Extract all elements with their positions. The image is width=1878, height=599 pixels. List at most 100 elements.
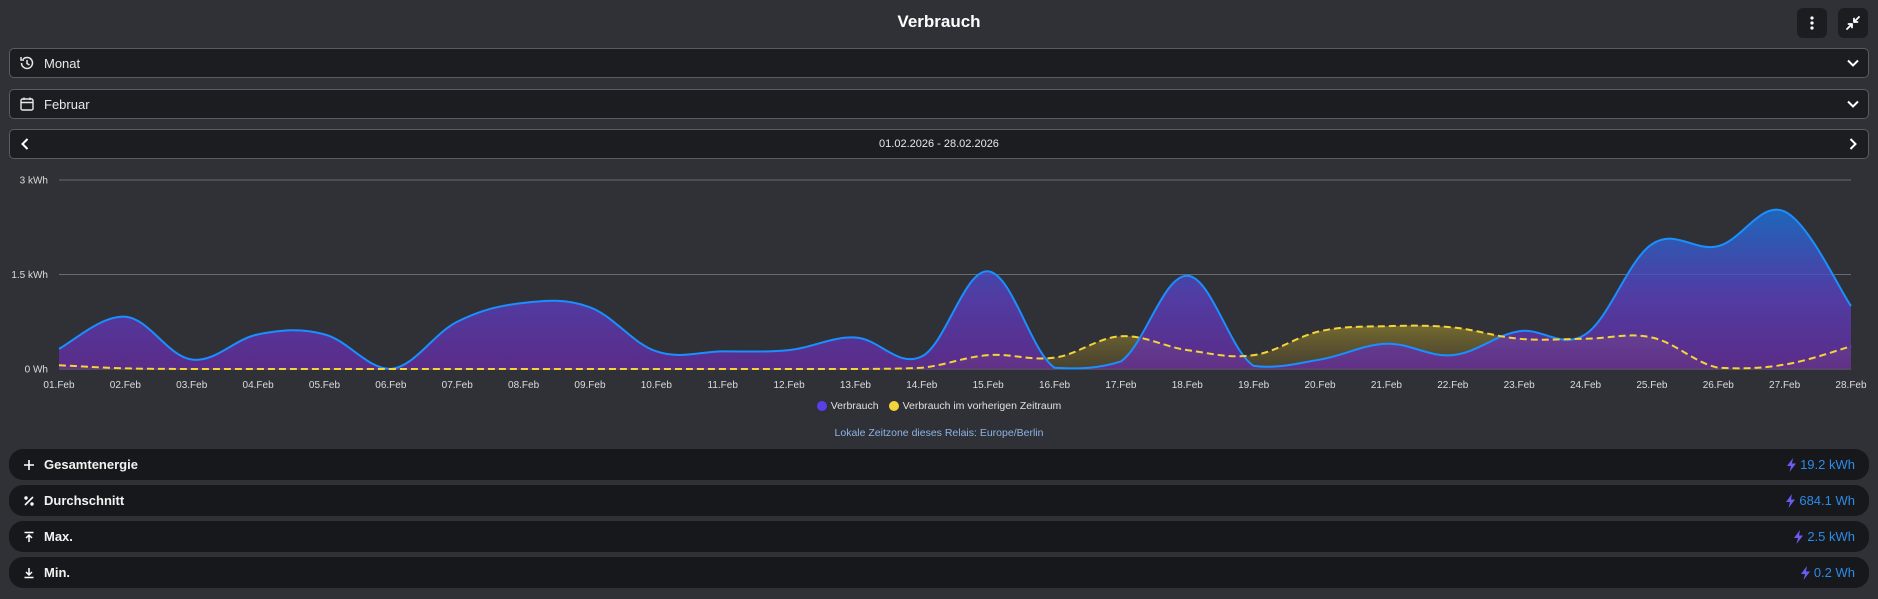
chevron-down-icon	[1847, 59, 1859, 67]
data-point-verbrauch[interactable]	[1715, 243, 1721, 249]
y-tick-label: 0 Wh	[25, 365, 48, 376]
data-point-verbrauch[interactable]	[122, 314, 128, 320]
data-point-verbrauch[interactable]	[1383, 341, 1389, 347]
next-period-button[interactable]	[1838, 137, 1868, 151]
stat-row-average[interactable]: Durchschnitt 684.1 Wh	[9, 485, 1869, 516]
data-point-previous[interactable]	[321, 366, 327, 372]
data-point-verbrauch[interactable]	[321, 331, 327, 337]
data-point-previous[interactable]	[189, 366, 195, 372]
data-point-previous[interactable]	[388, 366, 394, 372]
data-point-previous[interactable]	[1052, 355, 1058, 361]
data-point-previous[interactable]	[1118, 333, 1124, 339]
data-point-previous[interactable]	[852, 366, 858, 372]
data-point-previous[interactable]	[1516, 336, 1522, 342]
data-point-verbrauch[interactable]	[1052, 365, 1058, 371]
chevron-right-icon	[1849, 138, 1857, 150]
data-point-previous[interactable]	[255, 366, 261, 372]
data-point-verbrauch[interactable]	[454, 319, 460, 325]
data-point-verbrauch[interactable]	[1848, 303, 1854, 309]
data-point-verbrauch[interactable]	[720, 348, 726, 354]
data-point-previous[interactable]	[587, 366, 593, 372]
date-range-label: 01.02.2026 - 28.02.2026	[879, 138, 999, 150]
data-point-previous[interactable]	[985, 352, 991, 358]
stat-row-max[interactable]: Max. 2.5 kWh	[9, 521, 1869, 552]
x-tick-label: 01.Feb	[43, 380, 75, 391]
data-point-previous[interactable]	[1583, 336, 1589, 342]
calendar-icon	[20, 97, 34, 111]
x-tick-label: 13.Feb	[840, 380, 872, 391]
stat-row-min[interactable]: Min. 0.2 Wh	[9, 557, 1869, 588]
data-point-verbrauch[interactable]	[1782, 209, 1788, 215]
x-tick-label: 27.Feb	[1769, 380, 1801, 391]
previous-period-button[interactable]	[10, 137, 40, 151]
data-point-previous[interactable]	[521, 366, 527, 372]
data-point-previous[interactable]	[122, 365, 128, 371]
x-tick-label: 14.Feb	[906, 380, 938, 391]
series-line-previous	[58, 324, 1852, 371]
collapse-button[interactable]	[1838, 8, 1868, 38]
data-point-previous[interactable]	[454, 366, 460, 372]
x-tick-label: 26.Feb	[1703, 380, 1735, 391]
period-select-value: Monat	[44, 55, 81, 71]
data-point-verbrauch[interactable]	[587, 304, 593, 310]
data-point-previous[interactable]	[720, 366, 726, 372]
x-tick-label: 02.Feb	[110, 380, 142, 391]
lightning-icon	[1794, 529, 1804, 544]
month-select-value: Februar	[44, 96, 90, 112]
legend-item-verbrauch[interactable]: Verbrauch	[816, 400, 879, 412]
data-point-verbrauch[interactable]	[919, 353, 925, 359]
data-point-previous[interactable]	[1848, 343, 1854, 349]
data-point-previous[interactable]	[1715, 365, 1721, 371]
series-area-verbrauch	[59, 209, 1851, 369]
x-tick-label: 07.Feb	[442, 380, 474, 391]
month-select[interactable]: Februar	[9, 89, 1869, 119]
y-tick-label: 3 kWh	[20, 176, 48, 187]
data-point-verbrauch[interactable]	[255, 331, 261, 337]
data-point-previous[interactable]	[653, 366, 659, 372]
x-tick-label: 18.Feb	[1172, 380, 1204, 391]
data-point-previous[interactable]	[1782, 362, 1788, 368]
data-point-verbrauch[interactable]	[786, 347, 792, 353]
data-point-previous[interactable]	[919, 365, 925, 371]
data-point-previous[interactable]	[1184, 347, 1190, 353]
x-tick-label: 04.Feb	[243, 380, 275, 391]
data-point-previous[interactable]	[56, 362, 62, 368]
stat-row-total[interactable]: Gesamtenergie 19.2 kWh	[9, 449, 1869, 480]
x-tick-label: 09.Feb	[574, 380, 606, 391]
data-point-previous[interactable]	[1317, 328, 1323, 334]
data-point-verbrauch[interactable]	[1649, 241, 1655, 247]
x-tick-label: 06.Feb	[375, 380, 407, 391]
data-point-verbrauch[interactable]	[1118, 358, 1124, 364]
period-select[interactable]: Monat	[9, 48, 1869, 78]
data-point-verbrauch[interactable]	[189, 357, 195, 363]
data-point-previous[interactable]	[1251, 352, 1257, 358]
data-point-verbrauch[interactable]	[852, 335, 858, 341]
chevron-down-icon	[1847, 100, 1859, 108]
legend-item-previous[interactable]: Verbrauch im vorherigen Zeitraum	[888, 400, 1062, 412]
more-options-button[interactable]	[1797, 8, 1827, 38]
stat-label: Durchschnitt	[44, 493, 125, 508]
data-point-verbrauch[interactable]	[521, 300, 527, 306]
data-point-verbrauch[interactable]	[985, 268, 991, 274]
legend-swatch	[888, 401, 899, 411]
x-tick-label: 25.Feb	[1636, 380, 1668, 391]
legend-label: Verbrauch im vorherigen Zeitraum	[902, 400, 1062, 412]
data-point-verbrauch[interactable]	[1450, 352, 1456, 358]
data-point-previous[interactable]	[786, 366, 792, 372]
lightning-icon	[1786, 493, 1796, 508]
data-point-verbrauch[interactable]	[56, 346, 62, 352]
x-tick-label: 16.Feb	[1039, 380, 1071, 391]
stat-value: 684.1 Wh	[1799, 493, 1855, 508]
data-point-verbrauch[interactable]	[1317, 357, 1323, 363]
data-point-verbrauch[interactable]	[1184, 273, 1190, 279]
history-icon	[20, 56, 34, 70]
x-tick-label: 19.Feb	[1238, 380, 1270, 391]
data-point-previous[interactable]	[1450, 324, 1456, 330]
data-point-previous[interactable]	[1383, 323, 1389, 329]
data-point-verbrauch[interactable]	[1516, 328, 1522, 334]
x-tick-label: 08.Feb	[508, 380, 540, 391]
data-point-verbrauch[interactable]	[1251, 363, 1257, 369]
plus-icon	[24, 459, 34, 470]
data-point-previous[interactable]	[1649, 335, 1655, 341]
data-point-verbrauch[interactable]	[653, 348, 659, 354]
